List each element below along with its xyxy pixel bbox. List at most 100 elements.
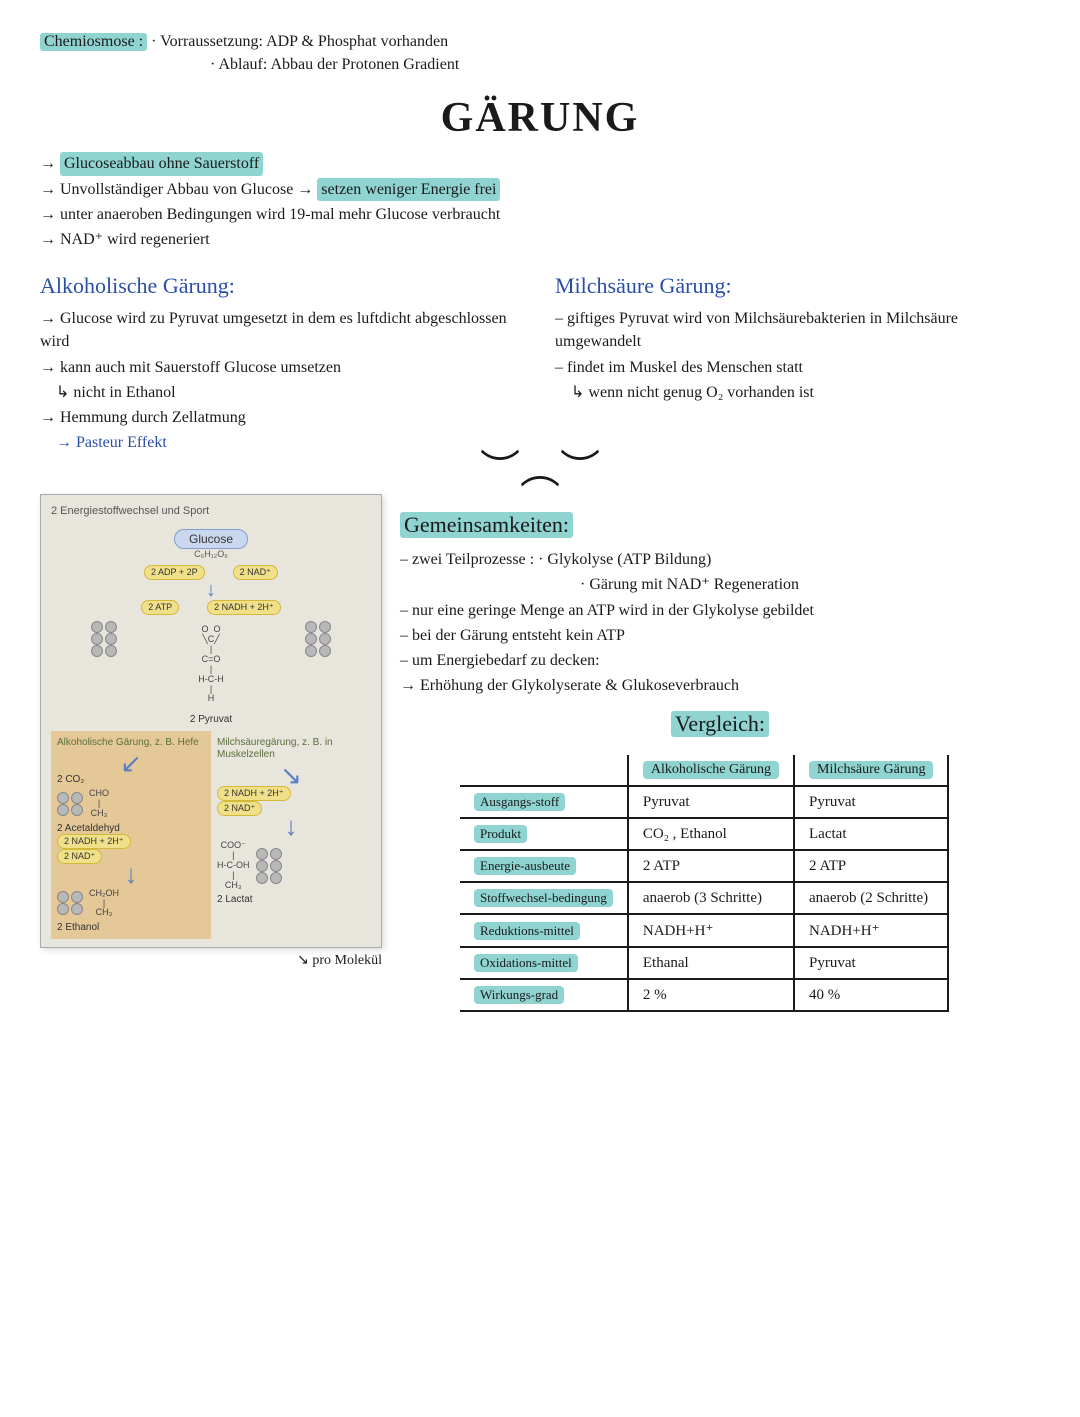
gemein-l3: – bei der Gärung entsteht kein ATP [400,624,1040,647]
intro-l2a: Unvollständiger Abbau von Glucose [60,181,293,198]
chemiosmose-label: Chemiosmose : [40,33,147,51]
alko-l3: Hemmung durch Zellatmung [40,406,525,429]
table-row: Energie-ausbeute 2 ATP2 ATP [460,850,948,882]
intro-l1: Glucoseabbau ohne Sauerstoff [60,152,263,175]
milchsaeure-column: Milchsäure Gärung: – giftiges Pyruvat wi… [555,265,1040,456]
acet-label: 2 Acetaldehyd [57,823,205,834]
acet-balls [57,792,83,816]
row0-c2: Pyruvat [794,786,948,818]
pro-molekul-note: pro Molekül [312,953,382,968]
right-lower-column: Gemeinsamkeiten: – zwei Teilprozesse : ·… [400,484,1040,1012]
nadh-pill: 2 NADH + 2H⁺ [207,600,281,615]
chemiosmose-line2: · Ablauf: Abbau der Protonen Gradient [210,56,459,73]
row1-label: Produkt [474,825,527,843]
pyruvat-structure: O O╲C╱|C=O|H-C-H|H [198,625,224,704]
atp-pill: 2 ATP [141,600,179,615]
down-arrow-2-icon: ↓ [57,864,205,885]
glucose-formula: C₆H₁₂O₆ [51,549,371,559]
table-row: Oxidations-mittel EthanalPyruvat [460,947,948,979]
row5-label: Oxidations-mittel [474,954,578,972]
row6-c2: 40 % [794,979,948,1011]
ethanol-label: 2 Ethanol [57,922,205,933]
col2-head: Milchsäure Gärung [809,761,933,779]
intro-l3: unter anaeroben Bedingungen wird 19-mal … [60,206,500,223]
right-nad-pill: 2 NAD⁺ [217,801,262,816]
left-nad-pill: 2 NAD⁺ [57,849,102,864]
row2-c2: 2 ATP [794,850,948,882]
molecule-balls-a [91,621,117,708]
branch-arrow-right-icon: ↘ [217,765,365,786]
page-title: GÄRUNG [40,94,1040,142]
gemein-l2: – nur eine geringe Menge an ATP wird in … [400,599,1040,622]
row5-c2: Pyruvat [794,947,948,979]
chemiosmose-block: Chemiosmose : · Vorraussetzung: ADP & Ph… [40,30,1040,76]
nad-pill: 2 NAD⁺ [233,565,278,580]
row3-c1: anaerob (3 Schritte) [628,882,794,914]
row4-label: Reduktions-mittel [474,922,580,940]
left-nadh-pill: 2 NADH + 2H⁺ [57,834,131,849]
gemein-l1: – zwei Teilprozesse : · Glykolyse (ATP B… [400,548,1040,571]
intro-block: Glucoseabbau ohne Sauerstoff Unvollständ… [40,152,1040,251]
down-arrow-icon: ↓ [51,582,371,598]
row6-label: Wirkungs-grad [474,986,564,1004]
down-arrow-3-icon: ↓ [217,816,365,837]
molecule-balls-b [305,621,331,708]
gemein-title: Gemeinsamkeiten: [400,512,573,538]
vergleich-title: Vergleich: [671,711,769,737]
gemeinsamkeiten-block: Gemeinsamkeiten: – zwei Teilprozesse : ·… [400,504,1040,697]
alko-title: Alkoholische Gärung: [40,273,525,299]
alkoholische-column: Alkoholische Gärung: Glucose wird zu Pyr… [40,265,525,456]
row2-c1: 2 ATP [628,850,794,882]
alko-l2sub: nicht in Ethanol [56,381,525,404]
table-row: Stoffwechsel-bedingung anaerob (3 Schritt… [460,882,948,914]
alko-branch: Alkoholische Gärung, z. B. Hefe ↙ 2 CO₂ … [51,731,211,939]
branch-arrow-left-icon: ↙ [57,753,205,774]
table-row: ProduktCO₂ , EthanolLactat [460,818,948,850]
lactat-label: 2 Lactat [217,894,365,905]
milch-l2: – findet im Muskel des Menschen statt [555,356,1040,379]
row4-c2: NADH+H⁺ [794,914,948,947]
milch-l2sub: wenn nicht genug O₂ vorhanden ist [571,381,1040,404]
table-row: Ausgangs-stoff PyruvatPyruvat [460,786,948,818]
row3-label: Stoffwechsel-bedingung [474,889,613,907]
row6-c1: 2 % [628,979,794,1011]
right-nadh-pill: 2 NADH + 2H⁺ [217,786,291,801]
milch-l1: – giftiges Pyruvat wird von Milchsäureba… [555,307,1040,353]
table-row: Reduktions-mittel NADH+H⁺NADH+H⁺ [460,914,948,947]
eth-balls [57,891,83,915]
eth-struct: CH₂OH|CH₃ [89,889,119,919]
pyruvat-label: 2 Pyruvat [51,714,371,725]
row3-c2: anaerob (2 Schritte) [794,882,948,914]
gemein-l4: – um Energiebedarf zu decken: [400,649,1040,672]
gemein-l5: → Erhöhung der Glykolyserate & Glukoseve… [400,674,1040,697]
acet-struct: CHO|CH₃ [89,789,109,819]
alko-l1: Glucose wird zu Pyruvat umgesetzt in dem… [40,307,525,353]
row4-c1: NADH+H⁺ [628,914,794,947]
lactat-struct: COO⁻|H-C-OH|CH₃ [217,841,250,890]
row0-c1: Pyruvat [628,786,794,818]
row2-label: Energie-ausbeute [474,857,576,875]
alko-l2: kann auch mit Sauerstoff Glucose umsetze… [40,356,525,379]
col1-head: Alkoholische Gärung [643,761,779,779]
glucose-node: Glucose [174,529,248,549]
row0-label: Ausgangs-stoff [474,793,565,811]
two-types-columns: Alkoholische Gärung: Glucose wird zu Pyr… [40,265,1040,456]
alko-l3sub: Pasteur Effekt [76,434,167,451]
intro-l4: NAD⁺ wird regeneriert [60,231,210,248]
comparison-table-wrap: Alkoholische Gärung Milchsäure Gärung Au… [400,755,1040,1012]
curly-brace-icon: ︶︵︶ [40,462,1040,478]
row1-c1: CO₂ , Ethanol [628,818,794,850]
comparison-table: Alkoholische Gärung Milchsäure Gärung Au… [460,755,949,1012]
milch-branch: Milchsäuregärung, z. B. in Muskelzellen … [211,731,371,939]
diagram-header: 2 Energiestoffwechsel und Sport [51,505,371,517]
milch-title: Milchsäure Gärung: [555,273,1040,299]
diagram-column: 2 Energiestoffwechsel und Sport Glucose … [40,484,382,969]
adp-pill: 2 ADP + 2P [144,565,205,580]
textbook-diagram: 2 Energiestoffwechsel und Sport Glucose … [40,494,382,948]
table-row: Wirkungs-grad 2 %40 % [460,979,948,1011]
gemein-l1b: · Gärung mit NAD⁺ Regeneration [580,573,1040,596]
chemiosmose-line1: · Vorraussetzung: ADP & Phosphat vorhand… [151,33,448,50]
milch-branch-title: Milchsäuregärung, z. B. in Muskelzellen [217,737,365,761]
row5-c1: Ethanal [628,947,794,979]
intro-l2b: setzen weniger Energie frei [317,178,500,201]
